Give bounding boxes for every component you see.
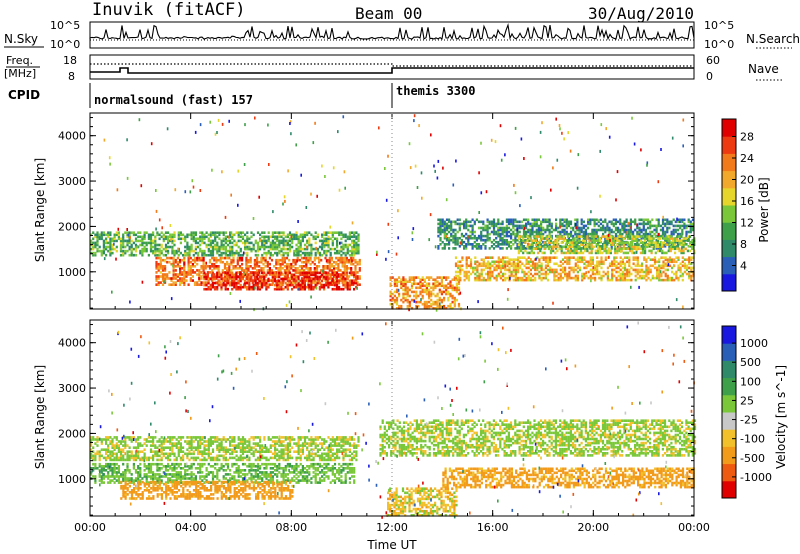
power-axes: 1000 2000 3000 4000	[58, 113, 695, 309]
velocity-scatter-data	[90, 321, 697, 519]
y-tick-label: 3000	[58, 382, 86, 395]
colorbar-tick-label: 8	[740, 238, 747, 251]
y-tick-label: 2000	[58, 427, 86, 440]
cpid-label: CPID	[8, 88, 40, 102]
y-tick-label: 3000	[58, 175, 86, 188]
y-tick-label: 4000	[58, 130, 86, 143]
colorbar-tick-label: 24	[740, 152, 754, 165]
colorbar-tick-label: 16	[740, 195, 754, 208]
data-band-4	[442, 467, 695, 489]
x-tick-label: 08:00	[275, 521, 307, 534]
power-scatter-data	[90, 114, 696, 312]
freq-top: 18	[63, 54, 77, 67]
y-tick-label: 1000	[58, 266, 86, 279]
freq-trace	[90, 63, 694, 74]
data-band-0	[90, 436, 360, 462]
y-tick-label: 4000	[58, 337, 86, 350]
beam-title: Beam 00	[355, 4, 422, 23]
x-tick-label: 00:00	[74, 521, 106, 534]
power-colorbar-label: Power [dB]	[757, 177, 771, 242]
data-band-6	[517, 235, 696, 255]
nsky-label: N.Sky	[4, 32, 38, 46]
freq-label-line2: [MHz]	[4, 67, 36, 80]
data-band-5	[454, 256, 695, 282]
velocity-axes: 1000 2000 3000 4000 00:00 04:00 08:00 12:00 16:0…	[58, 320, 710, 534]
data-band-1	[90, 462, 356, 484]
nsearch-label: N.Search	[746, 32, 800, 46]
x-tick-label: 16:00	[477, 521, 509, 534]
colorbar-tick-label: 12	[740, 217, 754, 230]
x-tick-label: 00:00	[678, 521, 710, 534]
colorbar-tick-label: -500	[740, 452, 765, 465]
sparse-echoes	[91, 321, 695, 519]
x-axis-label: Time UT	[366, 538, 417, 552]
nsearch-bottom: 10^0	[704, 38, 734, 51]
x-tick-label: 12:00	[376, 521, 408, 534]
colorbar-tick-label: -25	[740, 414, 758, 427]
colorbar-tick-label: 4	[740, 260, 747, 273]
y-tick-label: 2000	[58, 220, 86, 233]
colorbar-tick-label: 28	[740, 131, 754, 144]
x-tick-label: 04:00	[175, 521, 207, 534]
nsky-top: 10^5	[50, 19, 80, 32]
power-colorbar: 4 8 12 16 20 24 28	[721, 118, 754, 292]
colorbar-tick-label: 20	[740, 174, 754, 187]
data-band-2	[120, 480, 294, 500]
data-band-3	[389, 276, 461, 310]
freq-bottom: 8	[68, 70, 75, 83]
x-tick-label: 20:00	[577, 521, 609, 534]
colorbar-tick-label: -100	[740, 433, 765, 446]
velocity-colorbar-label: Velocity [m s^-1]	[774, 365, 788, 469]
colorbar-tick-label: -1000	[740, 471, 772, 484]
y-tick-label: 1000	[58, 473, 86, 486]
freq-label-line1: Freq.	[6, 54, 33, 67]
colorbar-tick-label: 100	[740, 375, 761, 388]
cpid-program-1: normalsound (fast) 157	[94, 93, 253, 107]
velocity-colorbar: 1000 500 100 25 -25 -100 -500 -1000	[721, 325, 772, 499]
velocity-ylabel: Slant Range [km]	[33, 365, 47, 469]
data-band-5	[387, 487, 458, 517]
nave-top: 60	[706, 54, 720, 67]
nave-label: Nave	[748, 62, 779, 76]
data-band-3	[379, 419, 697, 457]
nave-bottom: 0	[706, 70, 713, 83]
date-title: 30/Aug/2010	[588, 4, 694, 23]
colorbar-tick-label: 25	[740, 394, 754, 407]
nsky-trace	[89, 22, 695, 41]
power-ylabel: Slant Range [km]	[33, 158, 47, 262]
cpid-program-2: themis 3300	[396, 84, 475, 98]
data-band-2	[203, 271, 358, 291]
nsearch-top: 10^5	[704, 19, 734, 32]
colorbar-tick-label: 1000	[740, 337, 768, 350]
colorbar-tick-label: 500	[740, 356, 761, 369]
data-band-0	[90, 231, 360, 257]
station-title: Inuvik (fitACF)	[92, 0, 246, 20]
freq-panel	[89, 54, 695, 80]
nsky-bottom: 10^0	[50, 38, 80, 51]
data-band-1	[155, 256, 361, 286]
